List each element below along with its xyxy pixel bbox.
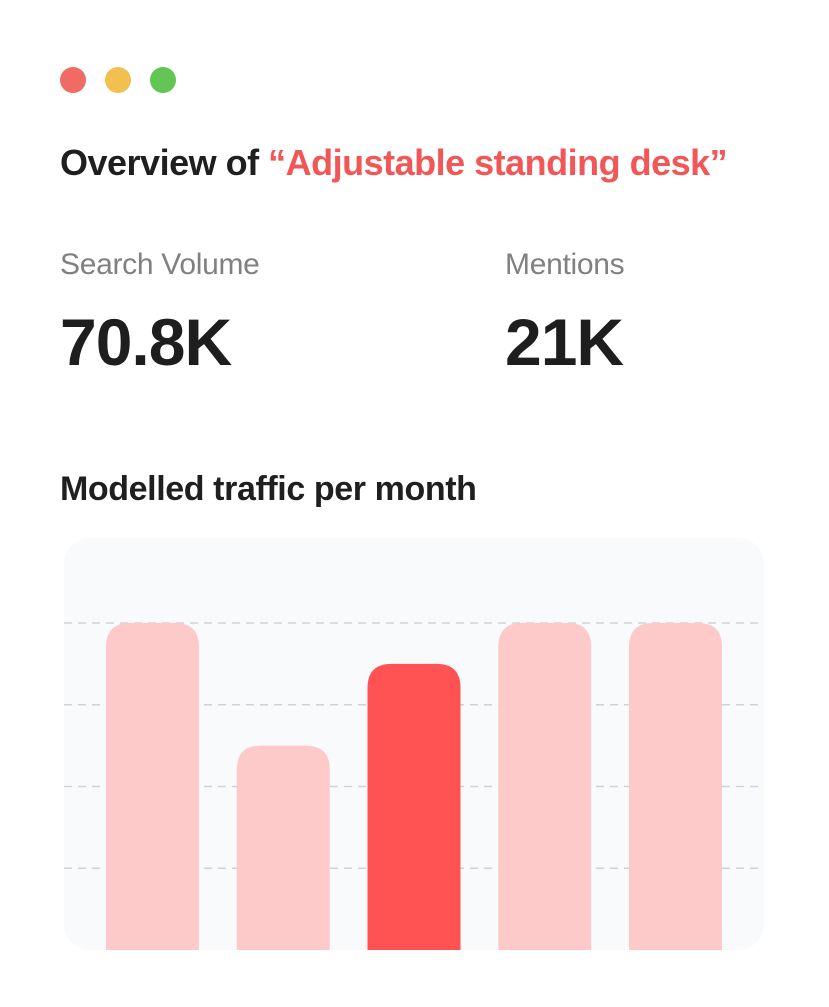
traffic-bar [629,623,722,950]
traffic-bar [106,623,199,950]
chart-title: Modelled traffic per month [60,470,477,508]
highlighted-bar [367,663,461,950]
traffic-bar-chart [64,538,764,950]
mentions-value: 21K [505,305,624,379]
traffic-bar [498,623,592,950]
mentions-metric: Mentions 21K [505,248,625,380]
mentions-label: Mentions [505,248,625,281]
overview-title-prefix: Overview of [60,142,269,183]
maximize-window-button[interactable] [150,67,176,93]
search-volume-metric: Search Volume 70.8K [60,248,260,380]
window-controls [60,67,176,93]
traffic-bar [236,745,330,950]
overview-keyword: “Adjustable standing desk” [268,142,728,183]
overview-title: Overview of “Adjustable standing desk” [60,142,728,184]
search-volume-value: 70.8K [60,305,232,379]
traffic-chart-svg [64,622,764,950]
close-window-button[interactable] [60,67,86,93]
minimize-window-button[interactable] [105,67,131,93]
search-volume-label: Search Volume [60,248,260,281]
